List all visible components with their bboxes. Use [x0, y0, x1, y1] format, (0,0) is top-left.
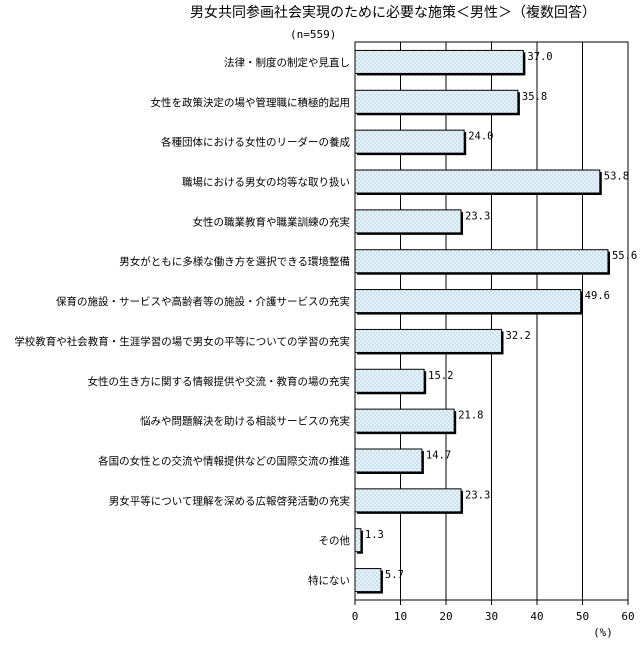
bar: [354, 448, 423, 473]
x-axis: 0 10 20 30 40 50 60 (%): [352, 600, 635, 639]
category-labels: 法律・制度の制定や見直し女性を政策決定の場や管理職に積極的起用各種団体における女…: [14, 56, 350, 587]
category-label: 職場における男女の均等な取り扱い: [182, 176, 350, 189]
category-label: 女性を政策決定の場や管理職に積極的起用: [151, 96, 351, 109]
value-label: 32.2: [506, 330, 531, 342]
category-label: その他: [319, 534, 351, 547]
bar: [354, 169, 601, 194]
value-label: 37.0: [527, 51, 552, 63]
x-tick-label: 20: [439, 610, 452, 623]
x-axis-label: (%): [593, 626, 613, 639]
category-label: 男女平等について理解を深める広報啓発活動の充実: [109, 494, 351, 507]
x-tick-label: 50: [576, 610, 589, 623]
value-label: 1.3: [365, 529, 384, 541]
category-label: 保育の施設・サービスや高齢者等の施設・介護サービスの充実: [56, 295, 350, 308]
category-label: 女性の職業教育や職業訓練の充実: [193, 215, 351, 228]
x-tick-label: 30: [485, 610, 498, 623]
category-label: 女性の生き方に関する情報提供や交流・教育の場の充実: [88, 375, 351, 388]
bar: [354, 49, 524, 74]
bar: [354, 129, 465, 154]
x-tick-label: 10: [394, 610, 407, 623]
category-label: 各種団体における女性のリーダーの養成: [161, 136, 350, 149]
category-label: 各国の女性との交流や情報提供などの国際交流の推進: [98, 455, 350, 468]
value-label: 14.7: [426, 450, 451, 462]
value-label: 23.3: [465, 489, 490, 501]
bar: [354, 488, 462, 513]
bar: [354, 289, 582, 314]
value-label: 23.3: [465, 210, 490, 222]
x-tick-label: 60: [621, 610, 634, 623]
bars: [354, 49, 610, 594]
bar: [354, 89, 519, 114]
bar: [354, 568, 382, 593]
bar: [354, 249, 609, 274]
x-tick-label: 40: [530, 610, 543, 623]
chart-title: 男女共同参画社会実現のために必要な施策＜男性＞（複数回答）: [190, 5, 596, 21]
category-label: 悩みや問題解決を助ける相談サービスの充実: [140, 415, 350, 428]
value-label: 21.8: [458, 410, 483, 422]
value-labels: 37.0 35.8 24.0 53.8 23.3 55.6 49.6 32.2 15.2 21.8…: [365, 51, 637, 581]
sample-size-note: (n=559): [290, 28, 337, 41]
value-label: 24.0: [468, 131, 493, 143]
value-label: 55.6: [612, 250, 637, 262]
category-label: 男女がともに多様な働き方を選択できる環境整備: [119, 255, 350, 268]
value-label: 49.6: [585, 290, 610, 302]
bar: [354, 209, 462, 234]
x-tick-label: 0: [352, 610, 359, 623]
category-label: 特にない: [308, 575, 350, 587]
bar: [354, 328, 503, 353]
gridlines: [354, 41, 629, 601]
value-label: 5.7: [385, 569, 404, 581]
bar: [354, 528, 362, 553]
value-label: 15.2: [428, 370, 453, 382]
value-label: 35.8: [522, 91, 547, 103]
bar: [354, 368, 425, 393]
bar: [354, 408, 455, 433]
value-label: 53.8: [604, 171, 629, 183]
category-label: 学校教育や社会教育・生涯学習の場で男女の平等についての学習の充実: [14, 335, 350, 348]
category-label: 法律・制度の制定や見直し: [224, 56, 350, 69]
